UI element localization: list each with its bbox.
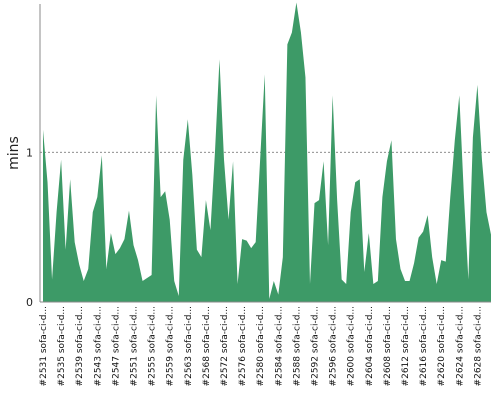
- x-tick-label: #2563 sofa-ci-d...: [184, 306, 194, 386]
- x-tick-label: #2572 sofa-ci-d...: [220, 306, 230, 386]
- x-tick-label: #2543 sofa-ci-d...: [93, 306, 103, 386]
- x-tick-label: #2592 sofa-ci-d...: [311, 306, 321, 386]
- series-area: [43, 2, 491, 302]
- x-tick-label: #2555 sofa-ci-d...: [148, 306, 158, 386]
- x-tick-label: #2596 sofa-ci-d...: [329, 306, 339, 386]
- x-tick-label: #2559 sofa-ci-d...: [166, 306, 176, 386]
- x-tick-label: #2612 sofa-ci-d...: [401, 306, 411, 386]
- x-tick-label: #2551 sofa-ci-d...: [130, 306, 140, 386]
- x-tick-label: #2580 sofa-ci-d...: [256, 306, 266, 386]
- x-tick-label: #2531 sofa-ci-d...: [39, 306, 49, 386]
- x-tick-label: #2624 sofa-ci-d...: [455, 306, 465, 386]
- area-layer: [43, 2, 491, 302]
- y-axis-label: mins: [6, 136, 22, 170]
- x-tick-label: #2576 sofa-ci-d...: [238, 306, 248, 386]
- axis-layer: [39, 4, 491, 303]
- x-tick-label: #2620 sofa-ci-d...: [437, 306, 447, 386]
- x-tick-label: #2547 sofa-ci-d...: [111, 306, 121, 386]
- x-tick-label: #2616 sofa-ci-d...: [419, 306, 429, 386]
- y-tick-label: 1: [26, 146, 33, 159]
- x-tick-label: #2608 sofa-ci-d...: [383, 306, 393, 386]
- y-tick-labels: 01: [26, 146, 33, 309]
- x-tick-label: #2584 sofa-ci-d...: [274, 306, 284, 386]
- x-tick-label: #2588 sofa-ci-d...: [292, 306, 302, 386]
- x-tick-label: #2628 sofa-ci-d...: [473, 306, 483, 386]
- x-tick-label: #2600 sofa-ci-d...: [347, 306, 357, 386]
- x-tick-label: #2604 sofa-ci-d...: [365, 306, 375, 386]
- x-tick-label: #2568 sofa-ci-d...: [202, 306, 212, 386]
- x-tick-label: #2539 sofa-ci-d...: [75, 306, 85, 386]
- y-tick-label: 0: [26, 296, 33, 309]
- x-tick-labels: #2531 sofa-ci-d... #2535 sofa-ci-d... #253…: [39, 306, 483, 386]
- x-tick-label: #2535 sofa-ci-d...: [57, 306, 67, 386]
